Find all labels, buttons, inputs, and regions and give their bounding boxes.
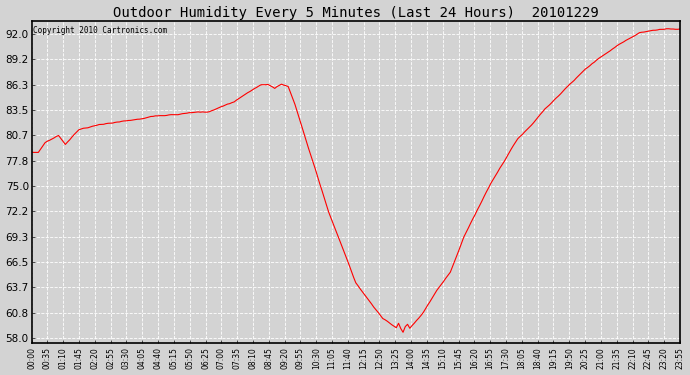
Title: Outdoor Humidity Every 5 Minutes (Last 24 Hours)  20101229: Outdoor Humidity Every 5 Minutes (Last 2… <box>113 6 599 20</box>
Text: Copyright 2010 Cartronics.com: Copyright 2010 Cartronics.com <box>33 26 167 34</box>
